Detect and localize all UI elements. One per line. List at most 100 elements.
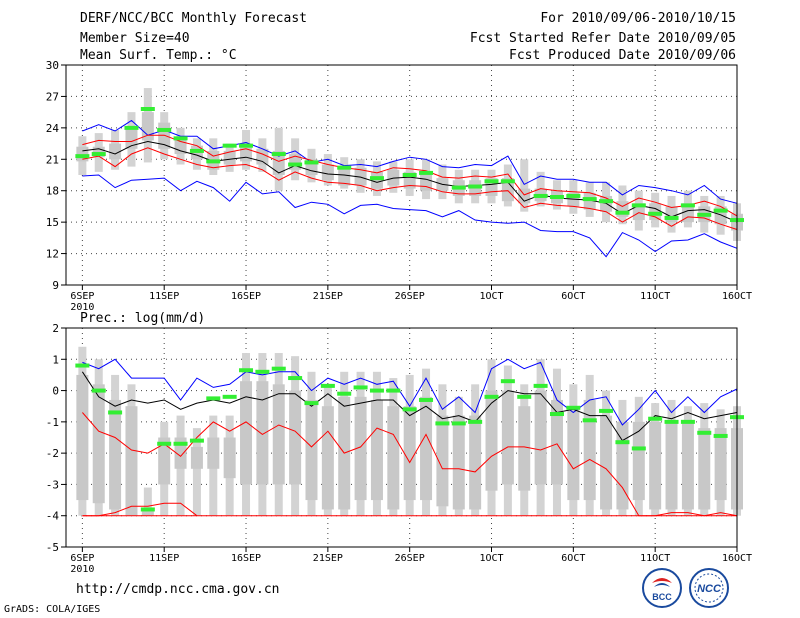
inner-bar: [305, 399, 318, 501]
inner-bar: [321, 164, 334, 181]
inner-bar: [240, 381, 253, 485]
median-marker: [599, 199, 614, 204]
y-tick-label: 0: [52, 385, 59, 398]
median-marker: [517, 394, 532, 399]
inner-bar: [665, 421, 678, 510]
footer-url[interactable]: http://cmdp.ncc.cma.gov.cn: [76, 582, 280, 597]
median-marker: [304, 160, 319, 165]
median-marker: [402, 173, 417, 177]
median-marker: [369, 388, 384, 393]
median-marker: [157, 127, 172, 132]
inner-bar: [289, 390, 302, 485]
series-ens_lower: [82, 412, 738, 517]
inner-bar: [338, 167, 351, 186]
variable-label: Mean Surf. Temp.: °C: [80, 48, 237, 63]
x-tick-label: 6OCT: [561, 291, 585, 302]
y-tick-label: 9: [52, 279, 59, 292]
x-tick-label: 11OCT: [640, 291, 670, 302]
member-size: Member Size=40: [80, 31, 190, 46]
inner-bar: [632, 421, 645, 501]
median-marker: [582, 418, 597, 423]
inner-bar: [420, 396, 433, 501]
inner-bar: [485, 390, 498, 491]
median-marker: [91, 388, 106, 393]
inner-bar: [223, 437, 236, 479]
median-marker: [615, 210, 630, 215]
median-marker: [713, 433, 728, 438]
bcc-logo: BCC: [642, 568, 682, 608]
median-marker: [222, 394, 237, 399]
median-marker: [680, 203, 695, 208]
median-marker: [697, 430, 712, 435]
x-tick-label: 16OCT: [722, 291, 752, 302]
x-tick-label: 11OCT: [640, 553, 670, 564]
forecast-period: For 2010/09/06-2010/10/15: [540, 11, 736, 26]
median-marker: [451, 421, 466, 426]
median-marker: [304, 401, 319, 406]
inner-bar: [109, 399, 122, 510]
plot-frame: [65, 64, 738, 286]
series-min_early: [82, 502, 198, 517]
y-tick-label: -4: [46, 510, 60, 523]
x-tick-label: 1OCT: [479, 291, 503, 302]
inner-bar: [387, 406, 400, 510]
series-min: [82, 174, 738, 258]
median-marker: [402, 407, 417, 412]
inner-bar: [190, 446, 203, 469]
inner-bar: [207, 437, 220, 469]
median-marker: [680, 419, 695, 424]
median-marker: [549, 412, 564, 417]
series-ens_lower: [82, 147, 738, 230]
median-marker: [206, 159, 221, 164]
median-marker: [386, 388, 401, 393]
inner-bar: [321, 406, 334, 510]
bcc-logo-text: BCC: [652, 592, 672, 602]
inner-bar: [567, 406, 580, 501]
inner-bar: [436, 415, 449, 507]
inner-bar: [125, 127, 138, 149]
inner-bar: [469, 415, 482, 510]
y-tick-label: 12: [46, 248, 59, 261]
inner-bar: [714, 428, 727, 501]
ncc-logo-text: NCC: [697, 583, 722, 595]
median-marker: [239, 368, 254, 373]
median-marker: [239, 143, 254, 148]
median-marker: [337, 165, 352, 170]
median-marker: [713, 208, 728, 213]
inner-bar: [141, 509, 154, 516]
median-marker: [189, 438, 204, 443]
median-marker: [124, 125, 139, 130]
inner-bar: [158, 437, 171, 485]
median-marker: [582, 197, 597, 202]
x-tick-year: 2010: [70, 302, 94, 313]
median-marker: [140, 507, 155, 512]
inner-bar: [534, 390, 547, 485]
ncc-logo: NCC: [689, 568, 729, 608]
median-marker: [664, 215, 679, 220]
plot-frame: [65, 327, 738, 548]
median-marker: [500, 379, 515, 384]
y-tick-label: 30: [46, 59, 59, 72]
inner-bar: [583, 192, 596, 210]
inner-bar: [518, 406, 531, 491]
median-marker: [271, 366, 286, 371]
median-marker: [664, 419, 679, 424]
y-tick-label: -2: [46, 447, 59, 460]
x-tick-label: 26SEP: [395, 553, 425, 564]
x-tick-label: 11SEP: [149, 553, 179, 564]
median-marker: [419, 170, 434, 175]
precip-label: Prec.: log(mm/d): [80, 311, 206, 326]
started-date: Fcst Started Refer Date 2010/09/05: [469, 31, 736, 46]
inner-bar: [600, 415, 613, 510]
inner-bar: [681, 421, 694, 510]
median-marker: [500, 179, 515, 184]
y-tick-label: 1: [52, 353, 59, 366]
y-tick-label: -1: [46, 416, 59, 429]
inner-bar: [649, 203, 662, 221]
inner-bar: [92, 384, 105, 504]
inner-bar: [76, 374, 89, 501]
median-marker: [173, 136, 188, 141]
x-tick-label: 26SEP: [395, 291, 425, 302]
series-ens_upper: [82, 134, 738, 217]
